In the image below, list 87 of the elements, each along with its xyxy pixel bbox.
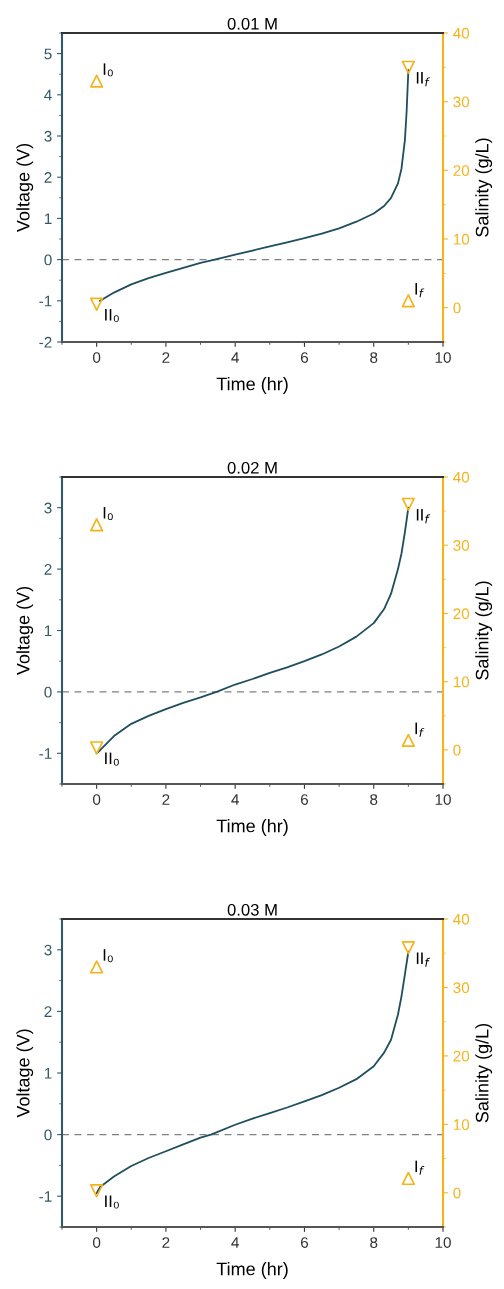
y-tick-label: -1 bbox=[39, 1191, 52, 1202]
y2-tick-label: 20 bbox=[453, 165, 470, 177]
x-tick-label: 8 bbox=[370, 1237, 378, 1248]
chart-title: 0.02 M bbox=[227, 461, 277, 474]
point bbox=[401, 60, 416, 74]
x-tick-label: 0 bbox=[92, 1237, 101, 1248]
y2-tick-label: 0 bbox=[453, 744, 461, 756]
y-tick-label: 3 bbox=[44, 130, 52, 142]
y2-tick-label: 0 bbox=[453, 1187, 461, 1199]
y2-tick-label: 10 bbox=[453, 676, 470, 688]
y2-tick-label: 10 bbox=[453, 1119, 470, 1131]
y2-tick-label: 30 bbox=[453, 540, 470, 551]
x-axis-title: Time (hr) bbox=[216, 819, 288, 836]
series-label: II$_{f}$ bbox=[416, 952, 431, 967]
x-tick-label: 2 bbox=[162, 794, 170, 805]
y-tick-label: 2 bbox=[44, 172, 52, 183]
point bbox=[89, 518, 104, 532]
y-tick-label: 1 bbox=[44, 213, 52, 224]
y2-axis-title: Salinity (g/L) bbox=[475, 138, 493, 237]
y-tick-label: 3 bbox=[44, 502, 52, 514]
y-axis-title: Voltage (V) bbox=[16, 586, 34, 676]
point bbox=[89, 1184, 104, 1198]
y2-tick-label: 30 bbox=[453, 982, 470, 994]
y-tick-label: 0 bbox=[44, 1129, 52, 1141]
y-tick-label: -2 bbox=[39, 336, 52, 348]
series-label: II₀ bbox=[105, 309, 119, 322]
y2-tick-label: 40 bbox=[453, 27, 470, 39]
y2-axis-title: Salinity (g/L) bbox=[475, 581, 493, 680]
series-label: I₀ bbox=[103, 949, 113, 963]
x-tick-label: 8 bbox=[370, 794, 378, 805]
y2-tick-label: 40 bbox=[453, 913, 470, 925]
x-tick-label: 8 bbox=[370, 352, 378, 363]
x-tick-label: 6 bbox=[300, 794, 309, 805]
x-tick-label: 4 bbox=[231, 1237, 239, 1248]
y-tick-label: 2 bbox=[44, 563, 52, 575]
y2-tick-label: 0 bbox=[453, 302, 461, 314]
x-tick-label: 4 bbox=[231, 352, 239, 363]
y-axis-title: Voltage (V) bbox=[16, 143, 34, 233]
series-label: II$_{f}$ bbox=[416, 72, 431, 87]
point bbox=[401, 941, 416, 955]
x-tick-label: 2 bbox=[162, 1237, 170, 1248]
y-tick-label: 4 bbox=[44, 89, 52, 101]
x-tick-label: 10 bbox=[435, 352, 451, 363]
series-label: I$_{f}$ bbox=[415, 722, 425, 737]
y-axis-title: Voltage (V) bbox=[16, 1029, 34, 1118]
x-axis-title: Time (hr) bbox=[216, 1262, 288, 1279]
x-tick-label: 6 bbox=[300, 352, 309, 363]
y-tick-label: 3 bbox=[44, 944, 52, 956]
series-label: I₀ bbox=[103, 507, 113, 521]
x-tick-label: 6 bbox=[300, 1237, 309, 1248]
y2-tick-label: 20 bbox=[453, 608, 470, 620]
series-label: I₀ bbox=[103, 63, 113, 77]
y-tick-label: 2 bbox=[44, 1006, 52, 1017]
x-tick-label: 10 bbox=[435, 1237, 451, 1248]
point bbox=[89, 297, 104, 311]
chart-title: 0.01 M bbox=[227, 17, 277, 30]
x-tick-label: 0 bbox=[92, 352, 101, 363]
y-tick-label: 1 bbox=[44, 625, 52, 637]
y-tick-label: 5 bbox=[44, 48, 52, 60]
point bbox=[401, 733, 416, 747]
x-tick-label: 0 bbox=[92, 794, 101, 805]
y2-axis-title: Salinity (g/L) bbox=[475, 1023, 493, 1123]
x-axis-title: Time (hr) bbox=[216, 377, 288, 394]
y2-tick-label: 40 bbox=[453, 471, 470, 483]
y-tick-label: 1 bbox=[44, 1068, 52, 1079]
chart-title: 0.03 M bbox=[227, 903, 277, 916]
point bbox=[401, 1171, 416, 1186]
y-tick-label: -1 bbox=[39, 748, 52, 759]
point bbox=[89, 74, 104, 88]
x-tick-label: 10 bbox=[435, 794, 451, 805]
y2-tick-label: 30 bbox=[453, 96, 470, 108]
y2-tick-label: 10 bbox=[453, 233, 470, 245]
series-label: I$_{f}$ bbox=[415, 283, 425, 298]
series-label: I$_{f}$ bbox=[415, 1160, 425, 1175]
series-label: II$_{f}$ bbox=[416, 509, 431, 524]
x-tick-label: 4 bbox=[231, 794, 239, 805]
series-label: II₀ bbox=[105, 752, 119, 766]
point bbox=[401, 294, 416, 308]
point bbox=[401, 497, 416, 511]
point bbox=[89, 960, 104, 974]
series-label: II₀ bbox=[105, 1195, 119, 1209]
y-tick-label: 0 bbox=[44, 254, 52, 266]
point bbox=[89, 741, 104, 755]
y-tick-label: 0 bbox=[44, 686, 52, 698]
y2-tick-label: 20 bbox=[453, 1050, 470, 1062]
y-tick-label: -1 bbox=[39, 295, 52, 307]
x-tick-label: 2 bbox=[162, 352, 170, 363]
